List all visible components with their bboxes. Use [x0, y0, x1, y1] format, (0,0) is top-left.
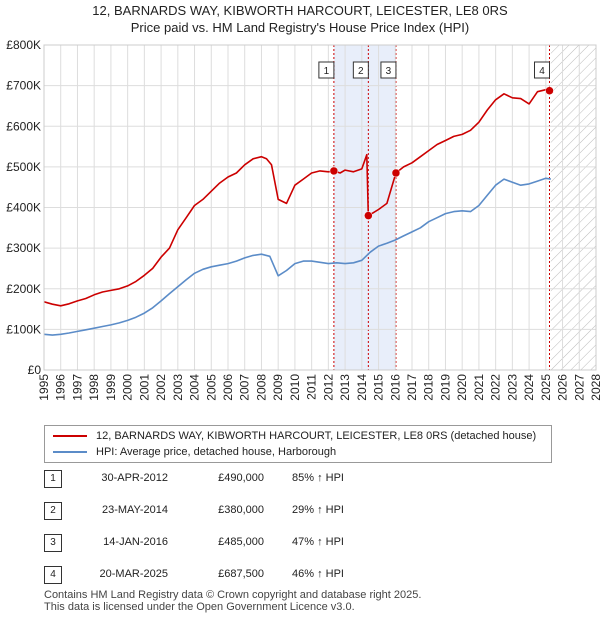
sale-label-box [380, 61, 397, 79]
x-tick-label: 2003 [171, 374, 185, 401]
x-tick-label: 2016 [388, 374, 402, 401]
sale-price: £380,000 [218, 504, 264, 516]
sale-label: 4 [539, 66, 545, 77]
x-tick-label: 2011 [305, 374, 319, 400]
x-tick-label: 2021 [472, 374, 486, 401]
sale-number-badge: 2 [44, 502, 62, 520]
x-tick-label: 2017 [405, 374, 419, 401]
x-tick-label: 1999 [104, 374, 118, 401]
x-tick-label: 2006 [221, 374, 235, 401]
legend-swatch-price [53, 435, 87, 438]
sale-point [391, 168, 401, 178]
x-tick-label: 1996 [54, 374, 68, 401]
chart-title-address: 12, BARNARDS WAY, KIBWORTH HARCOURT, LEI… [92, 3, 508, 18]
sale-number-badge: 4 [44, 566, 62, 584]
y-tick-label: £300K [6, 241, 41, 255]
sale-date: 23-MAY-2014 [101, 504, 168, 516]
y-tick-label: £400K [6, 201, 41, 215]
x-tick-label: 2024 [522, 374, 536, 401]
legend-swatch-hpi [53, 451, 87, 454]
chart-legend: 12, BARNARDS WAY, KIBWORTH HARCOURT, LEI… [44, 425, 552, 463]
sale-point [545, 86, 554, 95]
sale-label: 1 [324, 66, 330, 77]
x-tick-label: 2007 [238, 374, 252, 401]
legend-label-hpi: HPI: Average price, detached house, Harb… [96, 446, 337, 458]
sale-price: £687,500 [218, 568, 264, 580]
y-tick-label: £800K [6, 38, 41, 52]
price-chart: £0 £100K £200K £300K £400K £500K £600K £700K £80… [6, 38, 600, 401]
sale-date: 30-APR-2012 [101, 472, 168, 484]
y-tick-label: £500K [6, 160, 41, 174]
x-tick-label: 2019 [438, 374, 452, 401]
y-tick-label: £200K [6, 282, 41, 296]
x-tick-label: 2005 [204, 374, 218, 401]
sale-price: £485,000 [218, 536, 264, 548]
sale-date: 14-JAN-2016 [103, 536, 168, 548]
x-tick-label: 2015 [372, 374, 386, 401]
sale-row-2: 2 23-MAY-2014 £380,000 29% ↑ HPI [44, 502, 384, 520]
price-paid-line [44, 88, 552, 307]
sale-date: 20-MAR-2025 [99, 568, 168, 580]
x-tick-label: 1997 [70, 374, 84, 401]
sale-row-1: 1 30-APR-2012 £490,000 85% ↑ HPI [44, 470, 384, 488]
sale-label: 2 [358, 66, 364, 77]
sale-row-4: 4 20-MAR-2025 £687,500 46% ↑ HPI [44, 566, 384, 584]
x-tick-label: 2013 [338, 374, 352, 401]
x-tick-label: 1995 [37, 374, 51, 401]
footer-copyright: Contains HM Land Registry data © Crown c… [44, 589, 422, 601]
x-tick-label: 2027 [572, 374, 586, 401]
x-tick-label: 2022 [489, 374, 503, 401]
x-tick-label: 2008 [254, 374, 268, 401]
x-tick-label: 2004 [188, 374, 202, 401]
y-tick-label: £0 [28, 363, 42, 377]
x-tick-label: 2025 [539, 374, 553, 401]
sale-label-box [318, 61, 335, 79]
sale-hpi-diff: 47% ↑ HPI [292, 536, 344, 548]
legend-item-hpi: HPI: Average price, detached house, Harb… [53, 444, 336, 460]
sale-label: 3 [386, 66, 392, 77]
sale-number-badge: 1 [44, 470, 62, 488]
y-tick-label: £700K [6, 79, 41, 93]
sale-hpi-diff: 29% ↑ HPI [292, 504, 344, 516]
x-tick-label: 1998 [87, 374, 101, 401]
y-tick-label: £100K [6, 322, 41, 336]
x-tick-label: 2009 [271, 374, 285, 401]
x-tick-label: 2014 [355, 374, 369, 401]
sale-hpi-diff: 46% ↑ HPI [292, 568, 344, 580]
chart-subtitle: Price paid vs. HM Land Registry's House … [130, 20, 470, 35]
x-tick-label: 2026 [556, 374, 570, 401]
legend-label-price: 12, BARNARDS WAY, KIBWORTH HARCOURT, LEI… [96, 430, 537, 442]
x-tick-label: 2018 [422, 374, 436, 401]
x-tick-label: 2001 [137, 374, 151, 401]
sale-price: £490,000 [218, 472, 264, 484]
sale-point [329, 166, 339, 176]
x-tick-label: 2028 [589, 374, 600, 401]
x-tick-label: 2012 [321, 374, 335, 401]
hpi-line [44, 177, 551, 336]
sale-number-badge: 3 [44, 534, 62, 552]
sale-row-3: 3 14-JAN-2016 £485,000 47% ↑ HPI [44, 534, 384, 552]
plot-frame [43, 44, 597, 371]
x-tick-label: 2000 [121, 374, 135, 401]
legend-item-price: 12, BARNARDS WAY, KIBWORTH HARCOURT, LEI… [53, 428, 536, 444]
sale-label-box [352, 61, 369, 79]
x-tick-label: 2023 [505, 374, 519, 401]
x-tick-label: 2002 [154, 374, 168, 401]
footer-licence: This data is licensed under the Open Gov… [44, 601, 355, 613]
sale-point [364, 211, 373, 220]
sale-label-box [533, 61, 550, 79]
x-tick-label: 2020 [455, 374, 469, 401]
y-tick-label: £600K [6, 119, 41, 133]
sale-hpi-diff: 85% ↑ HPI [292, 472, 344, 484]
x-tick-label: 2010 [288, 374, 302, 401]
